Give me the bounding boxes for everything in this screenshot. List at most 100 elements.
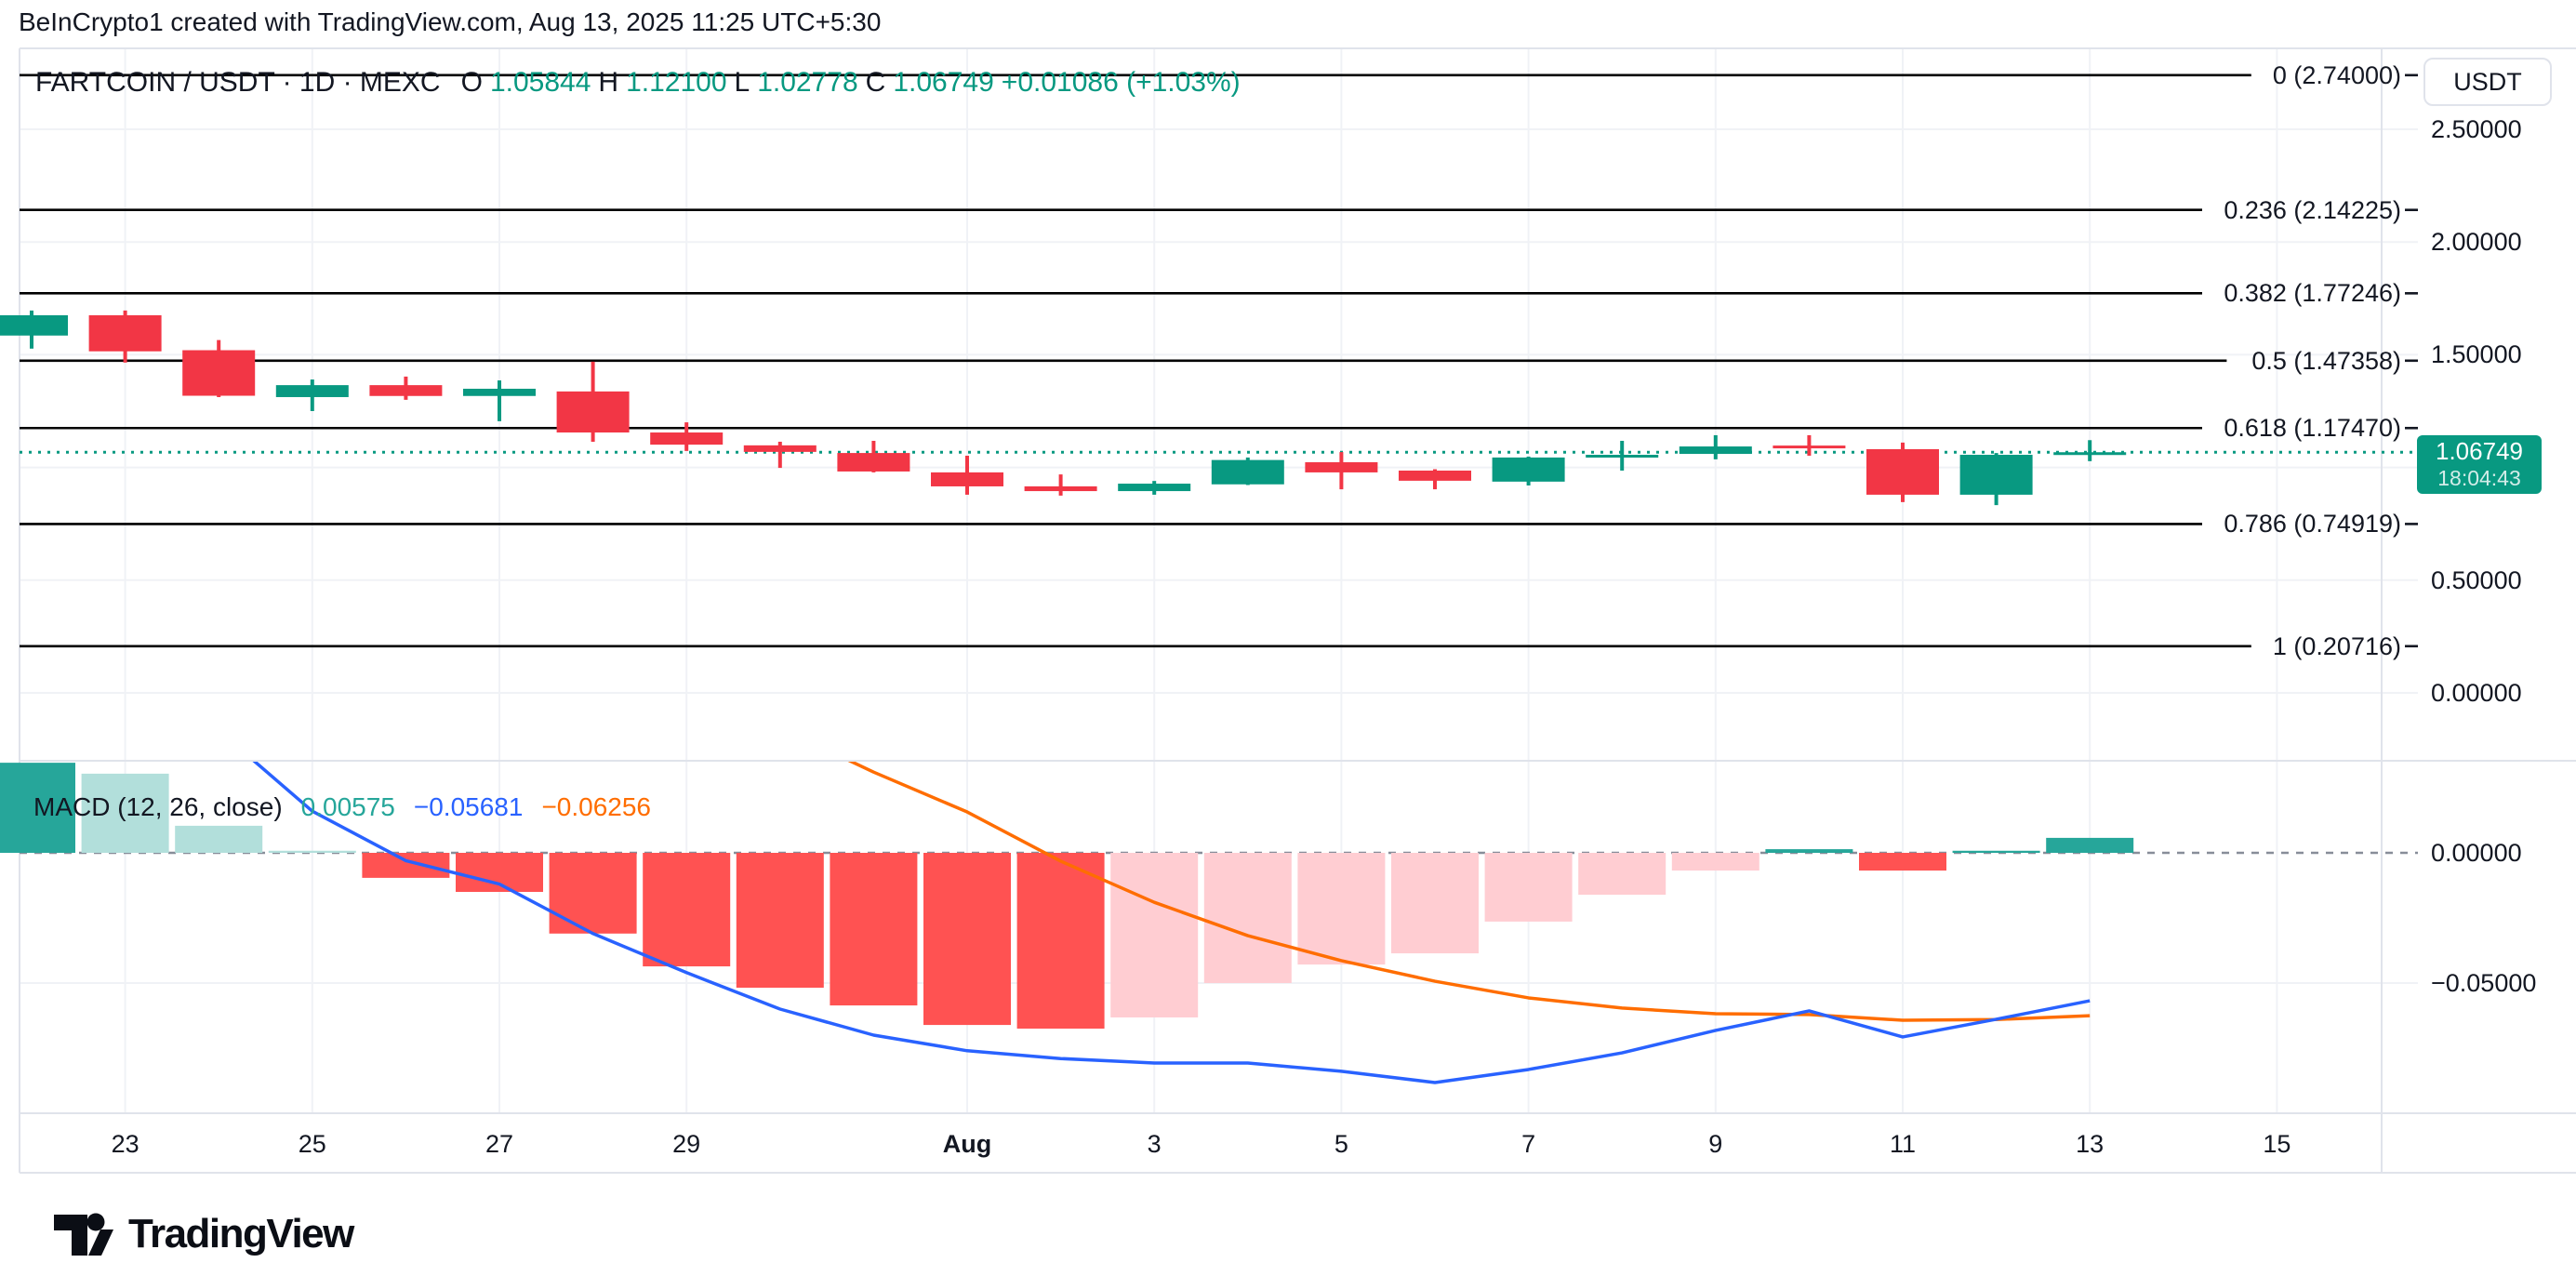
macd-histogram-bar xyxy=(1671,853,1759,871)
last-price-value: 1.06749 xyxy=(2436,437,2523,466)
time-axis-label[interactable]: 5 xyxy=(1334,1130,1348,1158)
candle-body xyxy=(1866,448,1939,495)
price-axis-label[interactable]: 2.50000 xyxy=(2431,115,2522,143)
macd-histogram-bar xyxy=(81,773,169,853)
time-axis-label[interactable]: 25 xyxy=(298,1130,326,1158)
candle-body xyxy=(1211,459,1284,485)
symbol-ohlc-row: FARTCOIN / USDT · 1D · MEXC O 1.05844 H 1.12… xyxy=(35,67,1248,99)
macd-histogram-bar xyxy=(736,853,824,989)
time-axis-label[interactable]: Aug xyxy=(942,1130,992,1158)
candle-body xyxy=(1773,445,1846,449)
low-value: 1.02778 xyxy=(757,67,858,98)
candle-body xyxy=(1024,485,1097,492)
fib-level-label: 0 (2.74000) xyxy=(2272,60,2401,89)
macd-histogram-bar xyxy=(2046,837,2134,853)
candle-body xyxy=(0,314,68,336)
macd-histogram-bar xyxy=(1110,853,1199,1017)
macd-histogram-bar xyxy=(1952,850,2040,853)
price-axis-label[interactable]: 2.00000 xyxy=(2431,228,2522,257)
macd-histogram-bar xyxy=(0,763,75,853)
candle-body xyxy=(931,472,1003,486)
candle-body xyxy=(1492,457,1565,482)
macd-histogram-bar xyxy=(175,825,263,853)
macd-histogram-bar xyxy=(456,853,543,892)
tradingview-logo-text: TradingView xyxy=(128,1211,354,1256)
macd-histogram-bar xyxy=(268,850,356,853)
candle-body xyxy=(650,432,724,445)
candle-body xyxy=(463,389,536,396)
tradingview-watermark[interactable]: TradingView xyxy=(54,1209,354,1259)
fib-level-label: 0.618 (1.17470) xyxy=(2224,414,2401,443)
countdown-timer: 18:04:43 xyxy=(2437,466,2521,491)
time-axis-label[interactable]: 11 xyxy=(1889,1130,1917,1158)
macd-histogram-value: 0.00575 xyxy=(300,792,395,821)
candle-body xyxy=(556,391,630,433)
low-label: L xyxy=(734,67,750,98)
fib-level-label: 0.5 (1.47358) xyxy=(2251,346,2401,375)
macd-signal-line xyxy=(847,762,2091,1022)
candle-body xyxy=(1679,446,1752,455)
fib-level-label: 0.236 (2.14225) xyxy=(2224,195,2401,224)
candle-body xyxy=(837,453,910,472)
macd-histogram-bar xyxy=(1859,853,1946,871)
close-label: C xyxy=(865,67,886,98)
time-axis-label[interactable]: 29 xyxy=(672,1130,701,1158)
tradingview-logo-icon xyxy=(54,1213,113,1256)
macd-main-line xyxy=(252,762,2091,1084)
close-value: 1.06749 xyxy=(893,67,994,98)
candle-body xyxy=(1586,455,1659,459)
open-label: O xyxy=(460,67,483,98)
high-value: 1.12100 xyxy=(626,67,727,98)
macd-histogram-bar xyxy=(1297,853,1386,965)
macd-histogram-bar xyxy=(1484,853,1573,922)
macd-histogram-bar xyxy=(362,853,450,878)
candle-body xyxy=(1305,462,1378,472)
price-axis-label[interactable]: 0.00000 xyxy=(2431,679,2522,707)
candle-body xyxy=(182,350,256,396)
high-label: H xyxy=(598,67,619,98)
price-axis-label[interactable]: 1.50000 xyxy=(2431,340,2522,369)
macd-legend-row: MACD (12, 26, close) 0.00575 −0.05681 −0.06… xyxy=(33,792,670,822)
time-axis-label[interactable]: 3 xyxy=(1147,1130,1162,1158)
macd-axis-label[interactable]: 0.00000 xyxy=(2431,839,2522,867)
open-value: 1.05844 xyxy=(489,67,591,98)
macd-line-value: −0.05681 xyxy=(413,792,524,821)
candle-body xyxy=(743,445,817,452)
fib-level-label: 0.382 (1.77246) xyxy=(2224,279,2401,308)
macd-histogram-bar xyxy=(1203,853,1292,983)
candle-body xyxy=(2053,452,2127,456)
candle-body xyxy=(275,385,349,397)
time-axis-label[interactable]: 9 xyxy=(1708,1130,1723,1158)
time-axis-label[interactable]: 13 xyxy=(2076,1130,2105,1158)
candle-body xyxy=(88,314,162,352)
change-value: +0.01086 (+1.03%) xyxy=(1001,67,1241,98)
time-axis-label[interactable]: 15 xyxy=(2263,1130,2291,1158)
macd-histogram-bar xyxy=(549,853,637,934)
currency-toggle-label: USDT xyxy=(2453,67,2522,96)
macd-histogram-bar xyxy=(830,853,918,1006)
macd-histogram-bar xyxy=(1391,853,1479,954)
currency-toggle-button[interactable]: USDT xyxy=(2423,58,2552,106)
candle-body xyxy=(1959,455,2033,495)
macd-indicator-name[interactable]: MACD (12, 26, close) xyxy=(33,792,283,821)
time-axis-label[interactable]: 27 xyxy=(485,1130,514,1158)
price-axis-label[interactable]: 0.50000 xyxy=(2431,565,2522,594)
macd-histogram-bar xyxy=(923,853,1011,1026)
macd-histogram-bar xyxy=(1016,853,1105,1029)
macd-histogram-bar xyxy=(1578,853,1666,896)
symbol-title[interactable]: FARTCOIN / USDT · 1D · MEXC xyxy=(35,67,441,98)
last-price-badge: 1.06749 18:04:43 xyxy=(2417,435,2542,494)
time-axis-label[interactable]: 7 xyxy=(1521,1130,1536,1158)
fib-level-label: 0.786 (0.74919) xyxy=(2224,510,2401,538)
time-axis-label[interactable]: 23 xyxy=(111,1130,139,1158)
candle-body xyxy=(1399,470,1471,481)
candle-body xyxy=(369,385,443,396)
macd-signal-value: −0.06256 xyxy=(541,792,652,821)
macd-axis-label[interactable]: −0.05000 xyxy=(2431,969,2537,997)
candle-body xyxy=(1118,484,1191,492)
macd-histogram-bar xyxy=(643,853,731,967)
attribution-text: BeInCrypto1 created with TradingView.com… xyxy=(19,7,882,36)
fib-level-label: 1 (0.20716) xyxy=(2272,631,2401,660)
